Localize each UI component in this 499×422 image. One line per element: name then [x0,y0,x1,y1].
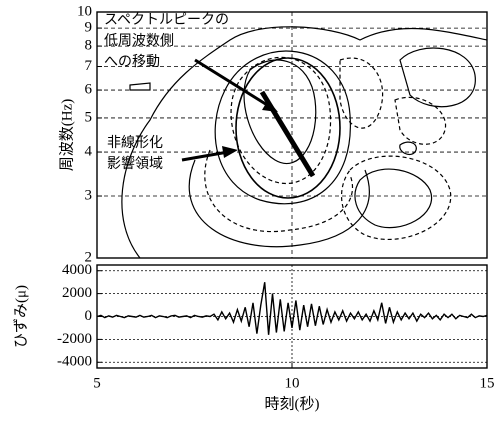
contour-line [129,82,151,91]
y-tick-label: 10 [77,3,92,19]
contour-line [204,149,354,232]
x-axis-label: 時刻(秒) [265,395,320,412]
y-tick-label: 2000 [62,285,92,301]
annotation: 影響領域 [107,155,163,172]
contour-line [188,159,370,248]
x-tick-label: 5 [93,375,101,391]
influence-ellipse [235,57,341,199]
y-tick-label: -4000 [57,354,92,370]
arrow [194,58,273,110]
contour-line [243,59,317,165]
y-tick-label: -2000 [57,331,92,347]
plot-frame [96,264,488,369]
contour-line [354,168,433,229]
contours [121,26,488,259]
annotation: 非線形化 [107,135,163,151]
y-tick-label: 4 [85,143,93,159]
contour-line [399,141,417,156]
y-tick-label: 7 [85,58,93,74]
x-tick-label: 10 [285,375,300,391]
y-tick-label: 9 [85,20,93,36]
strain-line [96,282,488,335]
arrow-head [262,100,278,112]
arrow [181,150,229,162]
y-tick-label: 8 [85,38,93,54]
contour-line [214,50,351,205]
x-tick-label: 15 [480,375,495,391]
y-tick-label: 3 [85,187,93,203]
annotation: 低周波数側 [104,33,174,49]
y-tick-label: 5 [85,109,93,125]
contour-line [339,57,384,129]
y-tick-label: 0 [85,308,93,324]
y-tick-label: 2 [85,249,93,265]
contour-line [399,47,476,108]
contour-line [394,96,447,145]
y-tick-label: 6 [85,82,93,98]
y-tick-label: 4000 [62,262,92,278]
annotation: スペクトルピークの [104,12,229,28]
contour-line [121,26,488,259]
annotation: への移動 [104,54,160,70]
y-axis-label: 周波数(Hz) [58,99,75,171]
y-axis-label: ひずみ(μ) [12,285,29,348]
